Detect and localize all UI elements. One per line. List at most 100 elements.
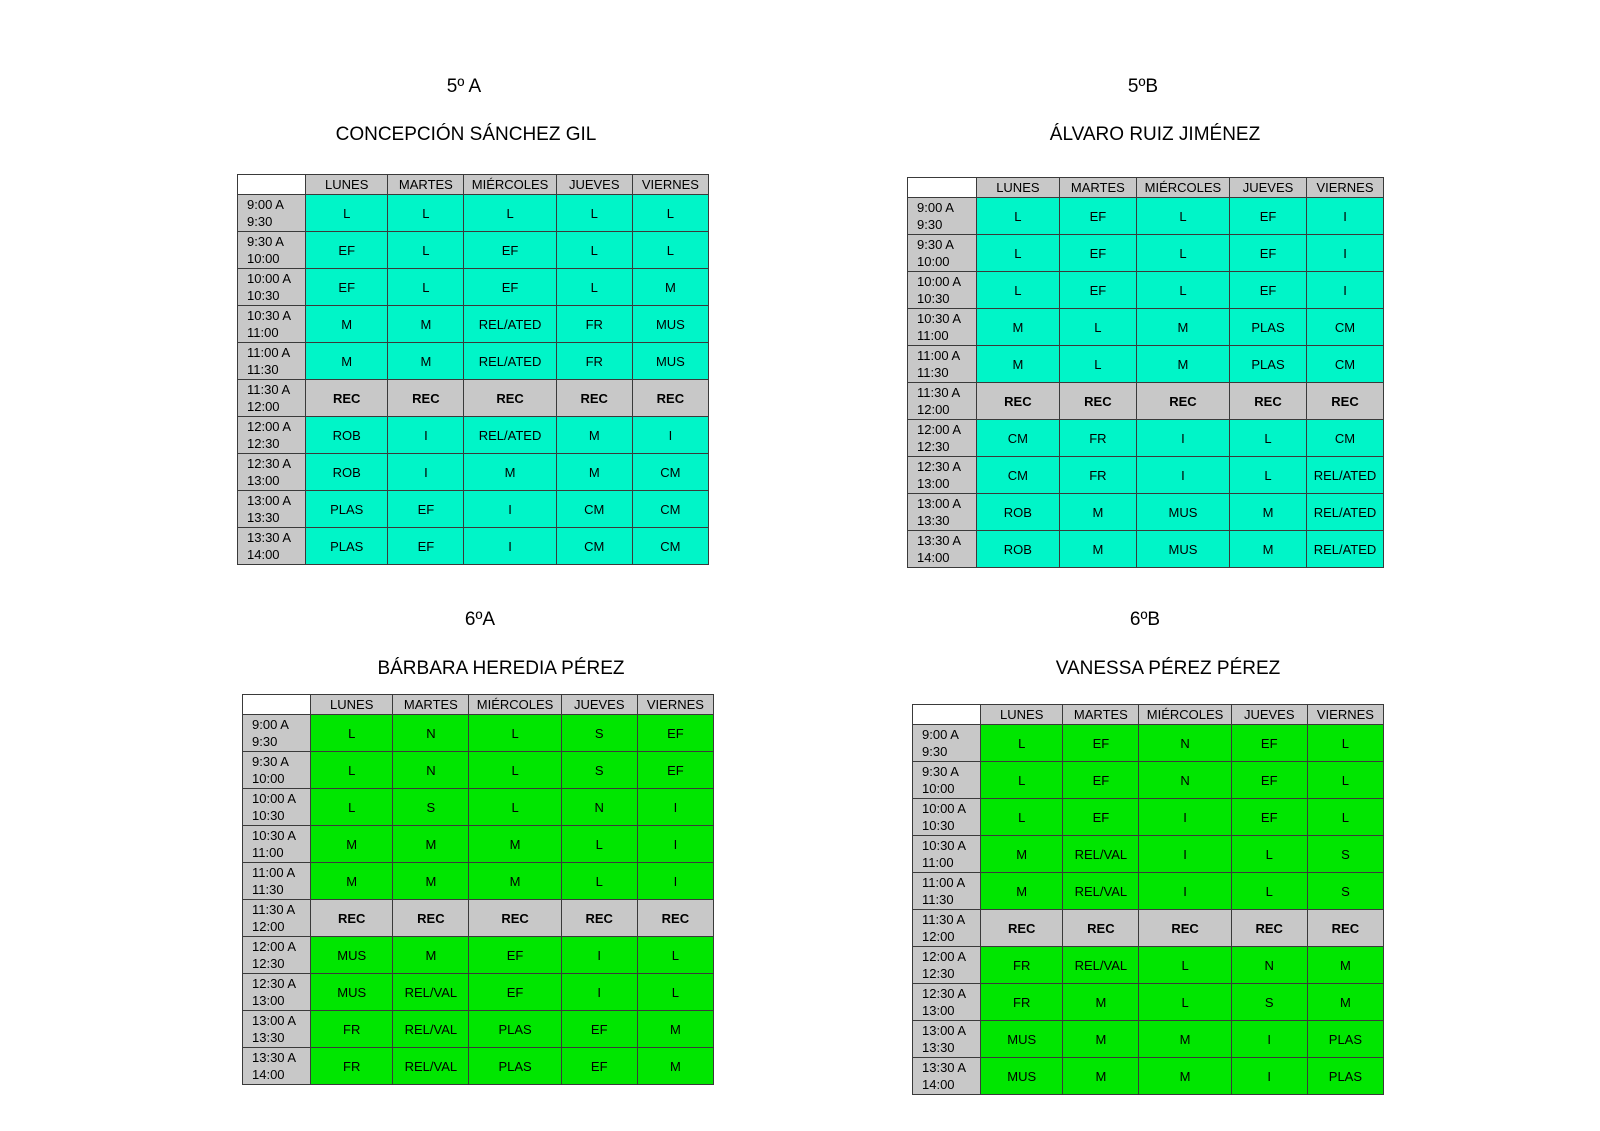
subject-cell: ROB bbox=[305, 416, 389, 454]
time-start: 11:30 A bbox=[922, 912, 966, 927]
table-row: 13:30 A 14:00 ROB M MUS M REL/ATED bbox=[907, 530, 1384, 568]
subject-cell: REL/VAL bbox=[392, 1010, 470, 1048]
day-header: MIÉRCOLES bbox=[1138, 704, 1232, 725]
subject-cell: L bbox=[1138, 983, 1232, 1021]
time-start: 9:00 A bbox=[917, 200, 954, 215]
time-slot: 11:30 A 12:00 bbox=[907, 382, 977, 420]
time-start: 13:30 A bbox=[247, 530, 292, 545]
time-start: 13:00 A bbox=[922, 1023, 967, 1038]
recess-cell: REC bbox=[1306, 382, 1384, 420]
table-row: 12:00 A 12:30 ROB I REL/ATED M I bbox=[236, 416, 710, 454]
subject-cell: EF bbox=[468, 936, 562, 974]
table-row: 13:30 A 14:00 MUS M M I PLAS bbox=[911, 1057, 1385, 1095]
subject-cell: L bbox=[310, 751, 394, 789]
time-start: 13:00 A bbox=[252, 1013, 297, 1028]
time-slot: 9:30 A 10:00 bbox=[241, 751, 312, 789]
time-end: 14:00 bbox=[917, 550, 950, 565]
time-end: 11:00 bbox=[922, 855, 954, 870]
subject-cell: REL/ATED bbox=[1306, 493, 1384, 531]
subject-cell: MUS bbox=[1135, 493, 1231, 531]
time-slot: 12:00 A 12:30 bbox=[241, 936, 312, 974]
subject-cell: M bbox=[305, 342, 389, 380]
time-slot: 13:30 A 14:00 bbox=[907, 530, 977, 568]
subject-cell: FR bbox=[980, 983, 1064, 1021]
time-start: 13:00 A bbox=[247, 493, 292, 508]
time-slot: 11:30 A 12:00 bbox=[911, 909, 982, 947]
time-slot: 11:30 A 12:00 bbox=[236, 379, 307, 417]
table-row: 11:00 A 11:30 M REL/VAL I L S bbox=[911, 872, 1385, 910]
time-slot: 9:30 A 10:00 bbox=[236, 231, 307, 269]
subject-cell: M bbox=[1062, 983, 1140, 1021]
subject-cell: I bbox=[636, 862, 715, 900]
subject-cell: L bbox=[468, 751, 562, 789]
table-row: 9:30 A 10:00 L N L S EF bbox=[241, 751, 715, 789]
subject-cell: EF bbox=[387, 527, 465, 565]
header-corner bbox=[236, 174, 307, 195]
time-end: 10:00 bbox=[252, 771, 285, 786]
subject-cell: I bbox=[1306, 271, 1384, 309]
subject-cell: CM bbox=[631, 453, 710, 491]
subject-cell: I bbox=[560, 936, 638, 974]
group-title: 6ºA bbox=[464, 609, 496, 630]
subject-cell: PLAS bbox=[1229, 345, 1307, 383]
subject-cell: S bbox=[560, 714, 638, 752]
subject-cell: L bbox=[1135, 234, 1231, 272]
table-row: 12:30 A 13:00 MUS REL/VAL EF I L bbox=[241, 973, 715, 1011]
table-row: 10:30 A 11:00 M M M L I bbox=[241, 825, 715, 863]
day-header: VIERNES bbox=[1306, 177, 1384, 198]
time-slot: 12:30 A 13:00 bbox=[911, 983, 982, 1021]
subject-cell: PLAS bbox=[1306, 1020, 1385, 1058]
time-start: 11:30 A bbox=[247, 382, 291, 397]
time-slot: 11:30 A 12:00 bbox=[241, 899, 312, 937]
subject-cell: L bbox=[1058, 308, 1137, 346]
subject-cell: FR bbox=[310, 1010, 394, 1048]
time-start: 9:00 A bbox=[252, 717, 289, 732]
subject-cell: M bbox=[1135, 308, 1231, 346]
time-end: 13:00 bbox=[252, 993, 285, 1008]
subject-cell: L bbox=[980, 761, 1064, 799]
subject-cell: REL/ATED bbox=[463, 416, 557, 454]
table-row: 12:30 A 13:00 ROB I M M CM bbox=[236, 453, 710, 491]
subject-cell: L bbox=[1135, 197, 1231, 235]
subject-cell: EF bbox=[560, 1010, 638, 1048]
subject-cell: PLAS bbox=[1306, 1057, 1385, 1095]
time-slot: 12:00 A 12:30 bbox=[907, 419, 977, 457]
time-start: 11:00 A bbox=[247, 345, 291, 360]
subject-cell: CM bbox=[1306, 345, 1384, 383]
subject-cell: M bbox=[975, 308, 1060, 346]
subject-cell: MUS bbox=[980, 1020, 1064, 1058]
subject-cell: I bbox=[387, 453, 465, 491]
subject-cell: M bbox=[1062, 1057, 1140, 1095]
header-corner bbox=[907, 177, 977, 198]
subject-cell: FR bbox=[980, 946, 1064, 984]
subject-cell: L bbox=[1306, 724, 1385, 762]
subject-cell: M bbox=[636, 1010, 715, 1048]
day-header: JUEVES bbox=[560, 694, 638, 715]
subject-cell: L bbox=[975, 234, 1060, 272]
time-end: 12:30 bbox=[917, 439, 950, 454]
time-start: 13:30 A bbox=[252, 1050, 297, 1065]
recess-cell: REC bbox=[305, 379, 389, 417]
table-row: 11:00 A 11:30 M L M PLAS CM bbox=[907, 345, 1384, 383]
subject-cell: M bbox=[1138, 1057, 1232, 1095]
header-corner bbox=[911, 704, 982, 725]
recess-cell: REC bbox=[1230, 909, 1308, 947]
time-slot: 12:30 A 13:00 bbox=[241, 973, 312, 1011]
time-end: 14:00 bbox=[247, 547, 280, 562]
table-row: 13:30 A 14:00 PLAS EF I CM CM bbox=[236, 527, 710, 565]
time-start: 12:30 A bbox=[917, 459, 962, 474]
subject-cell: FR bbox=[555, 342, 633, 380]
day-header: MIÉRCOLES bbox=[1135, 177, 1231, 198]
subject-cell: M bbox=[555, 416, 633, 454]
time-end: 12:30 bbox=[247, 436, 280, 451]
subject-cell: M bbox=[310, 825, 394, 863]
table-row: 9:00 A 9:30 L EF L EF I bbox=[907, 197, 1384, 235]
time-end: 11:30 bbox=[252, 882, 284, 897]
subject-cell: MUS bbox=[631, 305, 710, 343]
subject-cell: L bbox=[1306, 798, 1385, 836]
day-header: VIERNES bbox=[1306, 704, 1385, 725]
subject-cell: M bbox=[1229, 493, 1307, 531]
header-corner bbox=[241, 694, 312, 715]
recess-cell: REC bbox=[1135, 382, 1231, 420]
